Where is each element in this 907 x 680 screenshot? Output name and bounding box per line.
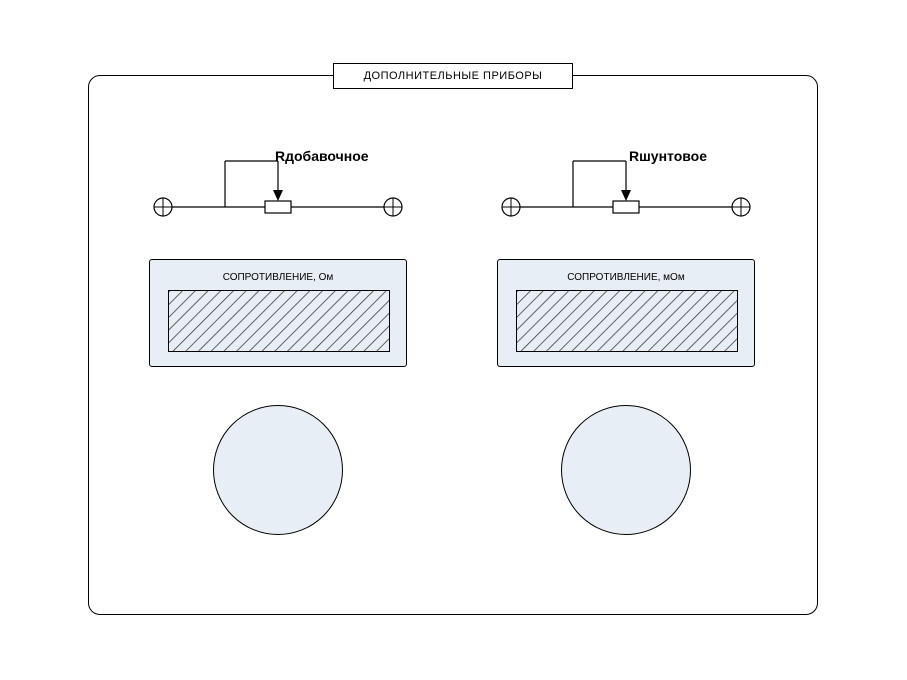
left-hatch-pattern (169, 291, 390, 352)
panel-title-box: ДОПОЛНИТЕЛЬНЫЕ ПРИБОРЫ (333, 63, 573, 89)
left-resistor-label: Rдобавочное (275, 148, 369, 164)
right-knob[interactable] (561, 405, 691, 535)
right-hatch-pattern (517, 291, 738, 352)
right-display-label: СОПРОТИВЛЕНИЕ, мОм (498, 272, 754, 283)
right-display-screen (516, 290, 738, 352)
left-display-label: СОПРОТИВЛЕНИЕ, Ом (150, 272, 406, 283)
panel-title-text: ДОПОЛНИТЕЛЬНЫЕ ПРИБОРЫ (364, 70, 543, 82)
right-display-box: СОПРОТИВЛЕНИЕ, мОм (497, 259, 755, 367)
left-display-screen (168, 290, 390, 352)
left-display-box: СОПРОТИВЛЕНИЕ, Ом (149, 259, 407, 367)
left-knob[interactable] (213, 405, 343, 535)
right-resistor-label: Rшунтовое (629, 148, 707, 164)
